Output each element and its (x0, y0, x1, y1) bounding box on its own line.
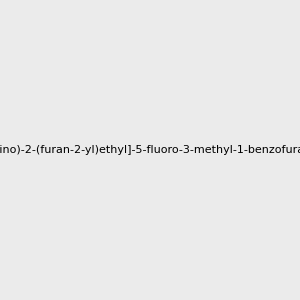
Text: N-[2-(dimethylamino)-2-(furan-2-yl)ethyl]-5-fluoro-3-methyl-1-benzofuran-2-carbo: N-[2-(dimethylamino)-2-(furan-2-yl)ethyl… (0, 145, 300, 155)
